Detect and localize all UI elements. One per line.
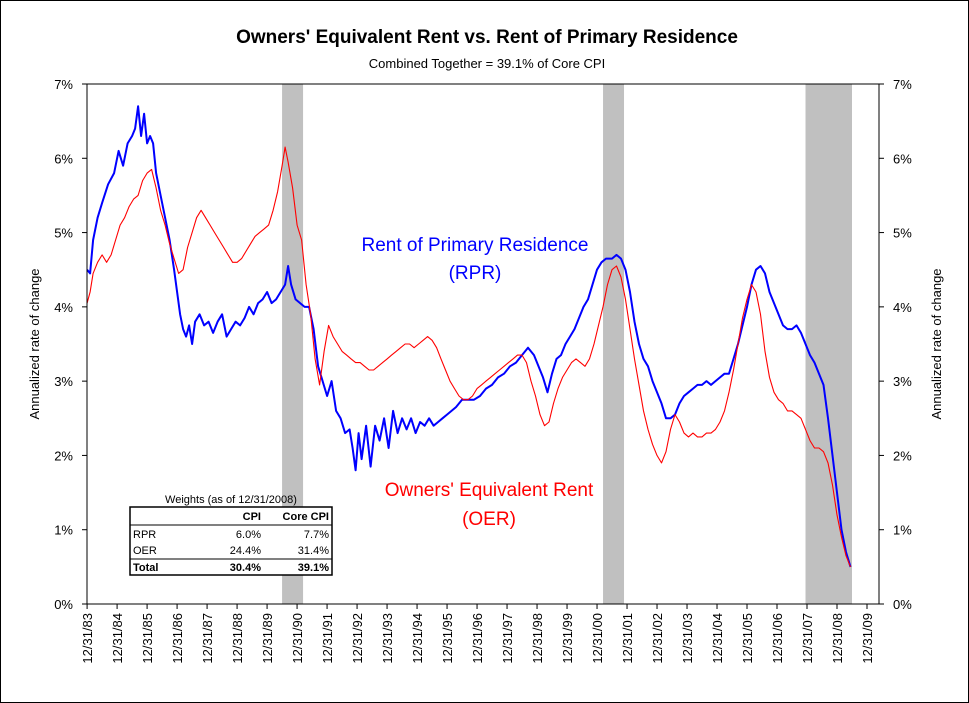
weights-header-core-cpi: Core CPI xyxy=(283,511,329,523)
x-tick-label-6: 12/31/89 xyxy=(260,613,275,664)
y-tick-label-right-4: 4% xyxy=(893,300,912,315)
x-tick-label-14: 12/31/97 xyxy=(500,613,515,664)
x-tick-label-19: 12/31/02 xyxy=(650,613,665,664)
series-line-oer xyxy=(86,146,852,568)
x-tick-label-25: 12/31/08 xyxy=(830,613,845,664)
x-axis-labels: 12/31/83 12/31/84 12/31/85 12/31/86 12/31/87… xyxy=(80,613,875,664)
series-lines xyxy=(86,105,852,568)
y-tick-label-left-3: 3% xyxy=(54,374,73,389)
x-tick-label-21: 12/31/04 xyxy=(710,613,725,664)
y-tick-label-left-1: 1% xyxy=(54,523,73,538)
y-tick-label-left-6: 6% xyxy=(54,151,73,166)
x-tick-label-10: 12/31/93 xyxy=(380,613,395,664)
x-tick-label-8: 12/31/91 xyxy=(320,613,335,664)
x-tick-label-11: 12/31/94 xyxy=(410,613,425,664)
x-tick-label-23: 12/31/06 xyxy=(770,613,785,664)
y-tick-label-right-1: 1% xyxy=(893,523,912,538)
y-axis-left-labels: 0% 1% 2% 3% 4% 5% 6% 7% xyxy=(54,77,73,612)
y-tick-label-right-5: 5% xyxy=(893,226,912,241)
recession-bands xyxy=(282,84,853,604)
chart-subtitle: Combined Together = 39.1% of Core CPI xyxy=(369,56,605,71)
x-tick-label-17: 12/31/00 xyxy=(590,613,605,664)
y-axis-right-title: Annualized rate of change xyxy=(929,268,944,419)
annotation-oer-name: Owners' Equivalent Rent xyxy=(385,480,594,501)
weights-table-box xyxy=(129,506,333,576)
weights-total-core: 39.1% xyxy=(298,562,329,574)
y-axis-right-labels: 0% 1% 2% 3% 4% 5% 6% 7% xyxy=(893,77,912,612)
y-tick-label-right-6: 6% xyxy=(893,151,912,166)
recession-band-0 xyxy=(282,84,304,604)
weights-row-oer-cpi: 24.4% xyxy=(230,545,261,557)
weights-header-cpi: CPI xyxy=(243,511,261,523)
y-axis-left-title: Annualized rate of change xyxy=(27,268,42,419)
y-tick-label-left-4: 4% xyxy=(54,300,73,315)
x-tick-label-16: 12/31/99 xyxy=(560,613,575,664)
x-tick-label-22: 12/31/05 xyxy=(740,613,755,664)
recession-band-1 xyxy=(603,84,625,604)
y-tick-label-left-0: 0% xyxy=(54,597,73,612)
weights-table: Weights (as of 12/31/2008) CPI Core CPI … xyxy=(129,494,333,576)
x-tick-label-2: 12/31/85 xyxy=(140,613,155,664)
x-tick-label-1: 12/31/84 xyxy=(110,613,125,664)
x-tick-label-5: 12/31/88 xyxy=(230,613,245,664)
x-tick-label-0: 12/31/83 xyxy=(80,613,95,664)
weights-total-cpi: 30.4% xyxy=(230,562,261,574)
x-tick-label-24: 12/31/07 xyxy=(800,613,815,664)
x-tick-label-12: 12/31/95 xyxy=(440,613,455,664)
x-tick-label-20: 12/31/03 xyxy=(680,613,695,664)
annotation-rpr-abbr: (RPR) xyxy=(449,263,502,284)
y-tick-label-right-0: 0% xyxy=(893,597,912,612)
weights-row-rpr-cpi: 6.0% xyxy=(236,529,261,541)
chart-title: Owners' Equivalent Rent vs. Rent of Prim… xyxy=(236,27,738,48)
y-tick-label-right-3: 3% xyxy=(893,374,912,389)
y-tick-label-right-2: 2% xyxy=(893,448,912,463)
annotation-oer-abbr: (OER) xyxy=(462,509,516,530)
weights-total-label: Total xyxy=(133,562,158,574)
weights-row-rpr-label: RPR xyxy=(133,529,156,541)
annotation-rpr-name: Rent of Primary Residence xyxy=(361,235,588,256)
series-line-rpr xyxy=(86,105,852,568)
weights-row-oer-core: 31.4% xyxy=(298,545,329,557)
x-tick-label-9: 12/31/92 xyxy=(350,613,365,664)
x-tick-label-15: 12/31/98 xyxy=(530,613,545,664)
weights-table-caption: Weights (as of 12/31/2008) xyxy=(165,494,297,506)
axis-ticks xyxy=(82,83,884,609)
x-tick-label-7: 12/31/90 xyxy=(290,613,305,664)
y-tick-label-left-7: 7% xyxy=(54,77,73,92)
x-tick-label-26: 12/31/09 xyxy=(860,613,875,664)
x-tick-label-18: 12/31/01 xyxy=(620,613,635,664)
x-tick-label-13: 12/31/96 xyxy=(470,613,485,664)
y-tick-label-left-5: 5% xyxy=(54,226,73,241)
x-tick-label-3: 12/31/86 xyxy=(170,613,185,664)
weights-row-oer-label: OER xyxy=(133,545,157,557)
recession-band-2 xyxy=(805,84,853,604)
plot-area-border xyxy=(86,83,880,605)
weights-row-rpr-core: 7.7% xyxy=(304,529,329,541)
x-tick-label-4: 12/31/87 xyxy=(200,613,215,664)
y-tick-label-left-2: 2% xyxy=(54,448,73,463)
y-tick-label-right-7: 7% xyxy=(893,77,912,92)
